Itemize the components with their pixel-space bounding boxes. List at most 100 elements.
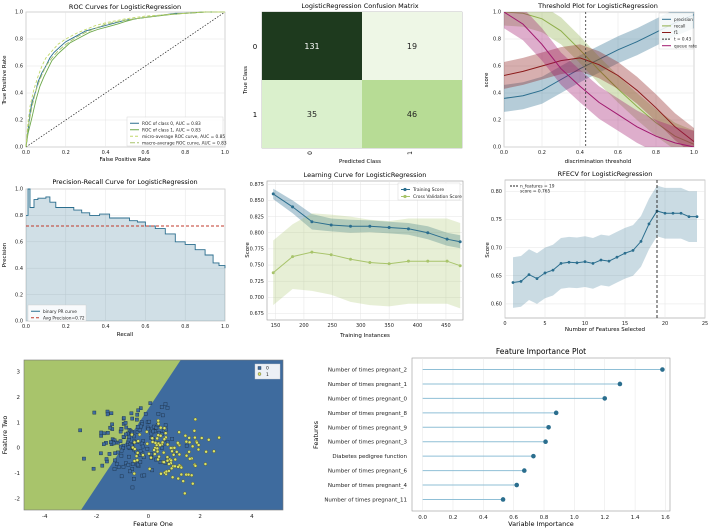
- scatter-point-class-1: [136, 439, 140, 443]
- importance-category-label: Number of times pregnant_2: [328, 368, 407, 374]
- scatter-point-class-0: [149, 431, 154, 436]
- roc-series-3: [25, 11, 225, 148]
- legend-label: macro-average ROC curve, AUC = 0.83: [142, 140, 227, 146]
- learning-point: [291, 205, 295, 209]
- x-tick-label: 300: [356, 323, 366, 329]
- scatter-point-class-0: [130, 462, 135, 466]
- threshold-series-1: [504, 12, 694, 145]
- roc-ylabel: True Positive Rate: [2, 55, 8, 106]
- y-tick-label: 0.775: [250, 247, 264, 253]
- scatter-point-class-1: [156, 418, 160, 423]
- x-tick-label: -2: [94, 514, 99, 520]
- pr-area-fill: [26, 189, 225, 321]
- legend-label: Cross Validation Score: [413, 194, 462, 200]
- importance-category-label: Diabetes pedigree function: [332, 454, 407, 460]
- confusion-cell-0-1: [362, 12, 462, 80]
- scatter-point-class-0: [105, 412, 110, 417]
- y-tick-label: 0.675: [250, 311, 264, 317]
- decision-points: [78, 401, 221, 496]
- scatter-point-class-0: [109, 440, 113, 444]
- learning-point: [349, 224, 353, 228]
- rfecv-title: RFECV for LogisticRegression: [558, 170, 653, 178]
- scatter-point-class-1: [203, 462, 208, 466]
- scatter-point-class-0: [136, 462, 140, 467]
- scatter-point-class-1: [171, 453, 176, 457]
- legend-label: 1: [266, 372, 269, 378]
- x-tick-label: 1.0: [570, 515, 579, 521]
- scatter-point-class-1: [132, 440, 137, 445]
- confusion-cell-1-0: [262, 80, 362, 148]
- x-tick-label: 0.0: [418, 515, 427, 521]
- importance-category-label: Number of times pregnant_1: [328, 382, 407, 388]
- learning-lines: [271, 188, 462, 309]
- scatter-point-class-0: [130, 485, 135, 490]
- rfecv-point: [679, 211, 683, 215]
- scatter-point-class-0: [106, 431, 110, 435]
- scatter-point-class-1: [187, 436, 191, 440]
- learning-point: [271, 271, 275, 275]
- learning-point: [406, 227, 410, 231]
- learning-panel: Learning Curve for LogisticRegression 15…: [245, 171, 464, 339]
- importance-dot: [617, 381, 623, 387]
- legend-label: ROC of class 0, AUC = 0.83: [142, 121, 201, 127]
- x-tick-label: 0.4: [576, 150, 584, 156]
- pr-ticks: 0.0 0.2 0.4 0.6 0.8 1.0 0.0 0.2 0.4 0.6 0.8 1.0: [15, 187, 229, 330]
- y-tick-label: 0.825: [250, 214, 264, 220]
- x-tick-label: 25: [702, 321, 708, 327]
- scatter-point-class-1: [158, 434, 163, 438]
- x-tick-label: 1.6: [661, 515, 670, 521]
- importance-dot: [522, 468, 527, 473]
- x-tick-label: 4: [250, 514, 254, 520]
- importance-category-label: Number of times pregnant_3: [328, 440, 408, 446]
- legend-label: n_features = 19: [520, 184, 555, 190]
- scatter-point-class-0: [145, 447, 150, 451]
- scatter-point-class-1: [147, 467, 152, 471]
- scatter-point-class-0: [92, 410, 97, 415]
- scatter-point-class-1: [150, 436, 154, 440]
- x-tick-label: 0.4: [102, 324, 110, 330]
- importance-category-label: Number of times pregnant_6: [328, 469, 408, 475]
- confusion-value-0-1: 19: [407, 42, 417, 51]
- scatter-point-class-1: [190, 444, 195, 449]
- y-tick-label: 0.75: [491, 217, 502, 223]
- scatter-point-class-1: [187, 440, 192, 444]
- learning-point: [387, 226, 391, 230]
- decision-legend: 01: [254, 363, 281, 380]
- scatter-point-class-1: [195, 440, 199, 445]
- legend-label: t = 0.43: [674, 37, 691, 42]
- x-tick-label: 1.2: [600, 515, 609, 521]
- scatter-point-class-0: [163, 402, 168, 406]
- rfecv-panel: RFECV for LogisticRegression 0 5 10 15 20 250…: [485, 170, 708, 333]
- scatter-point-class-0: [160, 446, 164, 450]
- importance-dot: [546, 424, 551, 430]
- importance-bars: Number of times pregnant_2 Number of time…: [324, 367, 665, 503]
- x-tick-label: 0.2: [449, 515, 458, 521]
- scatter-point-class-0: [163, 423, 168, 427]
- importance-dot: [660, 367, 665, 372]
- learning-point: [445, 259, 449, 263]
- scatter-point-class-1: [147, 452, 151, 456]
- scatter-point-class-1: [152, 448, 156, 452]
- scatter-point-class-0: [138, 406, 143, 410]
- x-tick-label: 350: [384, 323, 394, 329]
- learning-point: [349, 257, 353, 261]
- confusion-row-label-1: 1: [253, 111, 257, 119]
- y-tick-label: 0.6: [493, 64, 501, 70]
- scatter-point-class-1: [173, 464, 177, 468]
- learning-point: [368, 224, 372, 228]
- y-tick-label: 1.0: [15, 10, 23, 16]
- x-tick-label: 0.8: [652, 150, 660, 156]
- importance-dot: [543, 439, 548, 445]
- scatter-point-class-1: [160, 440, 165, 445]
- x-tick-label: 1.4: [631, 515, 640, 521]
- x-tick-label: 450: [441, 323, 451, 329]
- confusion-title: LogisticRegression Confusion Matrix: [301, 2, 418, 10]
- scatter-point-class-0: [128, 469, 132, 474]
- importance-plot-area: [411, 357, 671, 512]
- scatter-point-class-1: [155, 446, 160, 451]
- scatter-point-class-0: [139, 424, 143, 429]
- y-tick-label: 2: [17, 395, 21, 401]
- rfecv-point: [527, 273, 531, 277]
- roc-title: ROC Curves for LogisticRegression: [69, 3, 181, 11]
